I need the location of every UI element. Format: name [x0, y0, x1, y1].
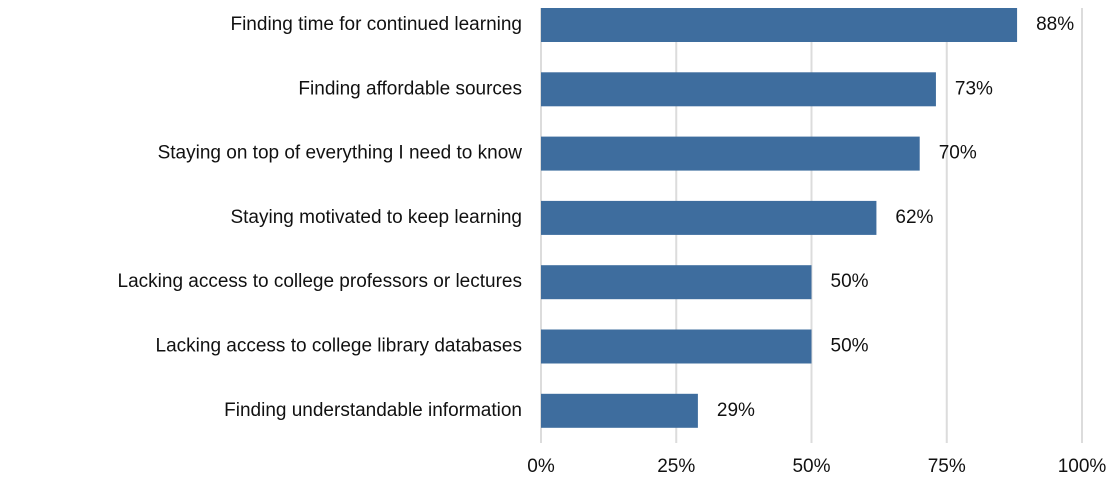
x-tick-label: 75% [928, 456, 966, 477]
x-tick-label: 100% [1058, 456, 1107, 477]
bar [541, 329, 812, 364]
y-tick-label: Lacking access to college professors or … [118, 271, 522, 292]
y-tick-label: Lacking access to college library databa… [156, 336, 522, 357]
y-tick-label: Staying motivated to keep learning [230, 207, 522, 228]
x-tick-label: 50% [792, 456, 830, 477]
bar [541, 136, 920, 171]
value-label: 29% [717, 400, 755, 421]
bar [541, 8, 1018, 42]
value-label: 70% [939, 143, 977, 164]
value-label: 50% [831, 271, 869, 292]
y-tick-label: Finding time for continued learning [230, 14, 522, 35]
y-tick-label: Finding understandable information [224, 400, 522, 421]
bar [541, 393, 698, 428]
value-label: 73% [955, 78, 993, 99]
value-label: 88% [1036, 14, 1074, 35]
bar [541, 265, 812, 300]
y-tick-label: Staying on top of everything I need to k… [158, 143, 523, 164]
value-label: 50% [831, 336, 869, 357]
x-tick-label: 25% [657, 456, 695, 477]
x-tick-label: 0% [527, 456, 555, 477]
value-label: 62% [895, 207, 933, 228]
bar [541, 200, 877, 235]
y-tick-label: Finding affordable sources [298, 78, 522, 99]
bar [541, 72, 936, 107]
